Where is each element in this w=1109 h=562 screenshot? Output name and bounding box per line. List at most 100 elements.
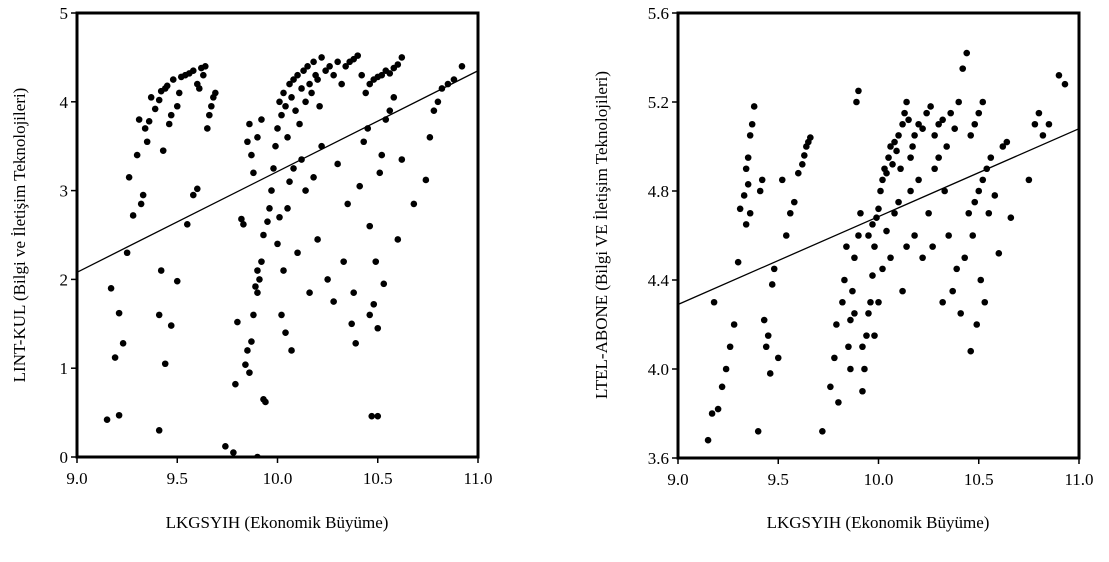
scatter-point: [115, 309, 123, 317]
scatter-point: [975, 187, 983, 195]
scatter-point: [875, 298, 882, 306]
scatter-point: [314, 236, 321, 243]
scatter-point: [284, 205, 291, 212]
scatter-point: [915, 120, 922, 128]
scatter-point: [847, 365, 854, 373]
scatter-point: [264, 218, 271, 225]
x-axis-title: LKGSYIH (Ekonomik Büyüme): [767, 513, 990, 532]
scatter-point: [786, 209, 794, 217]
scatter-point: [963, 49, 971, 57]
scatter-point: [202, 62, 209, 70]
scatter-point: [801, 152, 808, 159]
scatter-point: [366, 222, 374, 230]
scatter-point: [260, 231, 267, 239]
scatter-point: [438, 85, 446, 92]
scatter-point: [762, 343, 770, 351]
scatter-point: [855, 87, 862, 95]
scatter-point: [270, 165, 277, 172]
scatter-point: [360, 138, 368, 146]
x-axis-title: LKGSYIH (Ekonomik Büyüme): [166, 513, 389, 532]
scatter-point: [376, 169, 384, 177]
y-tick-label: 2: [60, 270, 69, 289]
scatter-point: [155, 427, 163, 434]
scatter-point: [945, 232, 952, 239]
scatter-point: [372, 258, 380, 265]
scatter-point: [819, 428, 826, 435]
scatter-point: [394, 61, 402, 68]
scatter-point: [103, 416, 111, 424]
scatter-point: [280, 89, 287, 97]
scatter-point: [350, 289, 357, 297]
scatter-point: [290, 165, 297, 172]
scatter-point: [891, 209, 898, 217]
scatter-point: [708, 410, 716, 417]
x-tick-label: 9.0: [667, 470, 688, 489]
scatter-point: [274, 240, 281, 248]
scatter-point: [827, 383, 834, 391]
scatter-point: [1035, 109, 1043, 117]
scatter-point: [366, 80, 374, 88]
scatter-point: [143, 138, 151, 146]
scatter-point: [895, 132, 902, 139]
scatter-point: [133, 151, 141, 159]
scatter-point: [969, 232, 977, 239]
plot-area: [678, 49, 1079, 444]
scatter-point: [324, 276, 331, 283]
scatter-point: [983, 165, 991, 173]
scatter-point: [949, 287, 956, 295]
scatter-point: [871, 332, 878, 339]
scatter-point: [254, 134, 261, 141]
plot-frame: [75, 11, 480, 459]
scatter-point: [450, 76, 458, 83]
scatter-point: [845, 343, 852, 351]
scatter-point: [879, 176, 886, 184]
scatter-point: [151, 105, 159, 113]
scatter-point: [173, 277, 181, 285]
scatter-point: [863, 332, 870, 339]
scatter-point: [857, 209, 864, 217]
scatter-point: [200, 71, 207, 79]
scatter-point: [115, 411, 123, 419]
scatter-point: [1045, 120, 1053, 128]
scatter-point: [871, 243, 878, 250]
scatter-point: [905, 116, 912, 124]
y-tick-label: 3.6: [648, 449, 669, 468]
scatter-point: [189, 191, 197, 199]
scatter-point: [398, 156, 406, 163]
scatter-point: [147, 94, 155, 101]
scatter-point: [268, 187, 275, 194]
x-tick-label: 11.0: [1064, 470, 1093, 489]
scatter-point: [382, 116, 390, 123]
scatter-point: [206, 111, 213, 119]
scatter-point: [378, 151, 386, 159]
scatter-point: [167, 322, 175, 329]
scatter-point: [875, 205, 882, 213]
scatter-point: [458, 62, 466, 70]
scatter-point: [843, 243, 850, 250]
scatter-point: [951, 125, 958, 132]
scatter-point: [867, 298, 874, 306]
scatter-point: [280, 267, 287, 274]
scatter-point: [157, 267, 165, 274]
scatter-point: [240, 221, 247, 228]
scatter-point: [977, 276, 985, 284]
scatter-point: [125, 173, 133, 181]
scatter-point: [296, 120, 303, 128]
scatter-point: [1031, 120, 1039, 128]
scatter-point: [853, 98, 860, 106]
scatter-point: [344, 200, 351, 208]
scatter-point: [274, 125, 281, 132]
scatter-point: [839, 298, 846, 306]
scatter-point: [953, 265, 960, 273]
scatter-point: [256, 276, 263, 283]
scatter-point: [740, 192, 748, 199]
scatter-point: [899, 287, 906, 295]
scatter-point: [965, 209, 973, 217]
scatter-point: [756, 187, 764, 195]
scatter-point: [316, 102, 323, 110]
scatter-point: [139, 191, 147, 199]
scatter-point: [704, 436, 712, 444]
scatter-point: [175, 89, 183, 97]
scatter-point: [238, 215, 245, 223]
scatter-point: [859, 387, 866, 395]
